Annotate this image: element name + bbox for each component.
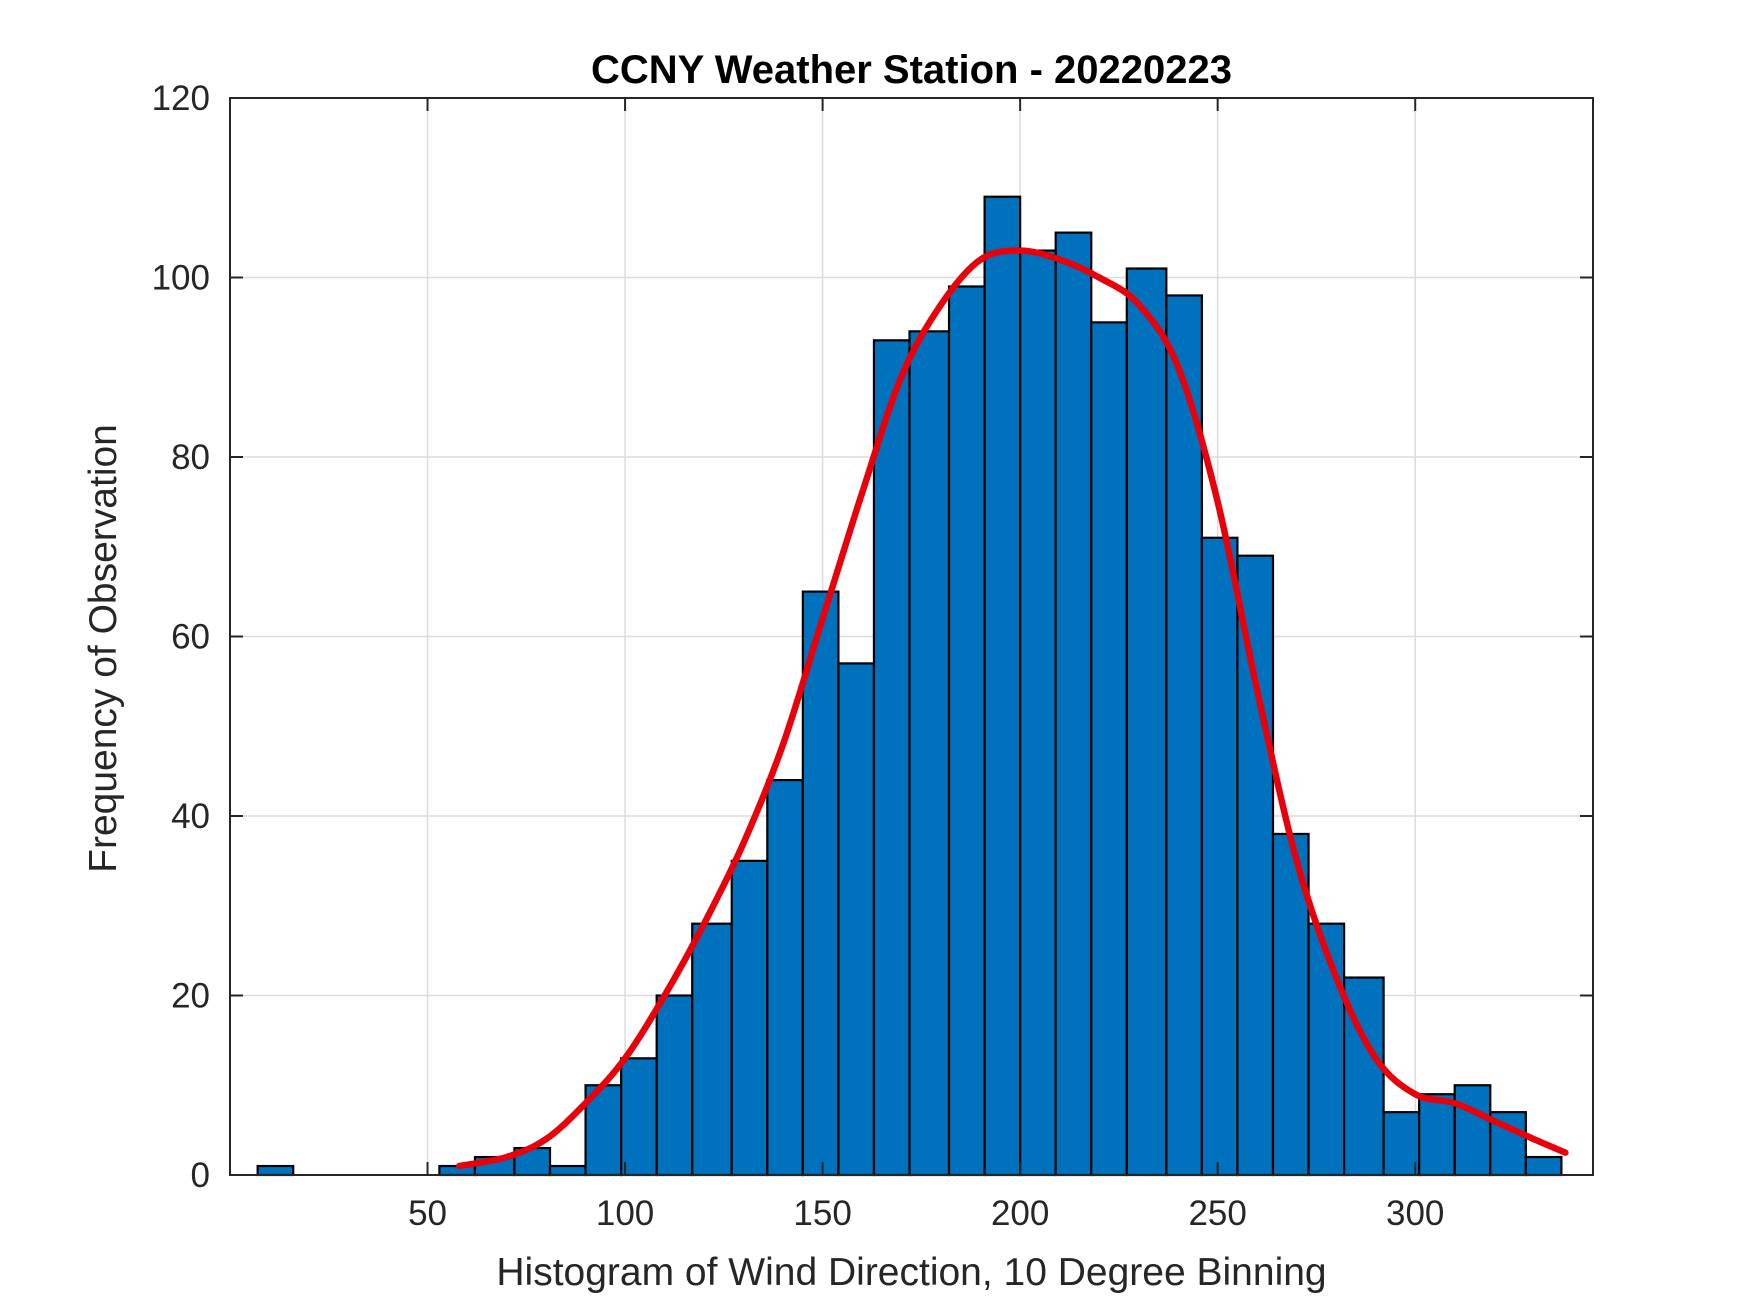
histogram-bar (1307, 922, 1346, 1177)
histogram-bar (1090, 321, 1128, 1177)
histogram-bar (730, 859, 769, 1177)
histogram-bar (1524, 1155, 1563, 1177)
histogram-bar (1125, 267, 1168, 1177)
histogram-bar (908, 330, 951, 1177)
histogram-bar (947, 285, 986, 1177)
x-tick-labels: 50 100 150 200 250 300 (408, 1194, 1444, 1233)
y-tick-labels: 0 20 40 60 80 100 120 (152, 79, 210, 1195)
x-tick-label: 100 (596, 1194, 654, 1233)
histogram-bar (1019, 249, 1057, 1177)
x-tick-label: 50 (408, 1194, 447, 1233)
histogram-bar (801, 590, 840, 1177)
histogram-bar (1165, 294, 1203, 1177)
histogram-bars (256, 195, 1563, 1177)
histogram-bar (1453, 1084, 1492, 1177)
histogram-bar (691, 922, 733, 1177)
histogram-bar (655, 994, 694, 1177)
x-tick-label: 200 (991, 1194, 1049, 1233)
fit-curve (455, 247, 1569, 1170)
histogram-bar (837, 662, 876, 1177)
x-tick-label: 300 (1386, 1194, 1444, 1233)
histogram-bar (620, 1057, 658, 1177)
histogram-bar (983, 195, 1022, 1177)
tick-marks (230, 97, 1593, 1176)
histogram-bar (872, 339, 911, 1177)
histogram-bar (256, 1164, 295, 1177)
y-tick-label: 20 (171, 977, 210, 1016)
y-tick-label: 80 (171, 438, 210, 477)
histogram-bar (1382, 1111, 1421, 1177)
histogram-bar (1054, 231, 1093, 1177)
chart-title: CCNY Weather Station - 20220223 (591, 48, 1232, 92)
histogram-bar (1418, 1093, 1456, 1177)
histogram-bar (1200, 536, 1239, 1177)
histogram-bar (548, 1164, 587, 1177)
y-tick-label: 0 (191, 1156, 210, 1195)
histogram-bar (1489, 1111, 1527, 1177)
y-tick-label: 100 (152, 259, 210, 298)
y-axis-label: Frequency of Observation (82, 424, 125, 873)
x-tick-label: 150 (793, 1194, 851, 1233)
y-tick-label: 40 (171, 797, 210, 836)
histogram-bar (1236, 554, 1275, 1177)
y-tick-label: 120 (152, 79, 210, 118)
x-tick-label: 250 (1188, 1194, 1246, 1233)
histogram-bar (766, 778, 804, 1177)
x-axis-label: Histogram of Wind Direction, 10 Degree B… (496, 1251, 1326, 1294)
y-tick-label: 60 (171, 618, 210, 657)
